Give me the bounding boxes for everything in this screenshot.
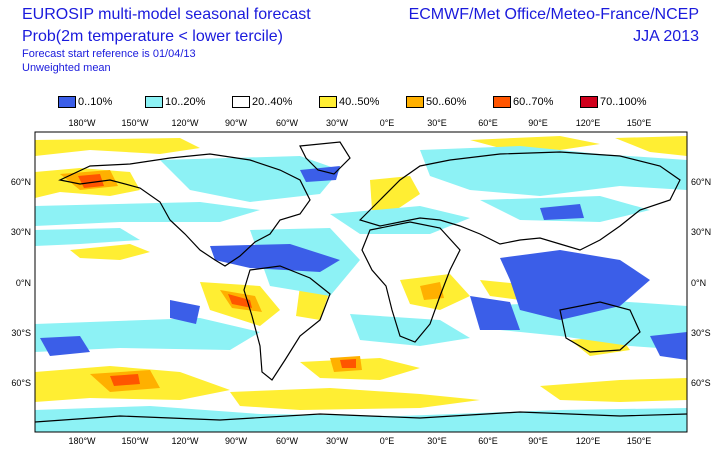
lat-label: 60°N: [691, 177, 711, 187]
legend-item: 60..70%: [493, 95, 553, 109]
field-60-70: [78, 174, 104, 188]
lon-label: 60°W: [276, 118, 299, 128]
forecast-start-reference: Forecast start reference is 01/04/13: [22, 48, 196, 60]
lon-label: 90°E: [528, 436, 548, 446]
lon-label: 90°W: [225, 436, 248, 446]
forecast-season: JJA 2013: [633, 28, 699, 45]
lon-label: 0°E: [380, 436, 395, 446]
field-10-20: [350, 314, 470, 346]
legend-label: 50..60%: [426, 96, 467, 108]
legend-swatch: [58, 96, 76, 108]
lat-label: 30°N: [11, 227, 31, 237]
map-frame: [34, 131, 688, 433]
field-40-50: [470, 136, 600, 150]
field-10-20: [35, 318, 260, 352]
antarctica-coast: [35, 411, 687, 423]
map-title: EUROSIP multi-model seasonal forecast: [22, 6, 311, 23]
field-40-50: [230, 388, 480, 410]
field-0-10: [170, 300, 200, 324]
legend-item: 10..20%: [145, 95, 205, 109]
legend-swatch: [145, 96, 163, 108]
lon-label: 150°E: [627, 436, 652, 446]
probability-fields: [35, 136, 687, 432]
lon-label: 30°W: [326, 436, 349, 446]
probability-map: 180°W 150°W 120°W 90°W 60°W 30°W 0°E 30°…: [11, 118, 711, 446]
field-10-20: [35, 228, 140, 246]
averaging-method: Unweighted mean: [22, 62, 111, 74]
field-40-50: [35, 138, 200, 156]
field-0-10: [470, 296, 520, 330]
lat-label: 0°N: [16, 278, 31, 288]
legend-item: 40..50%: [319, 95, 379, 109]
lon-label: 150°W: [121, 436, 149, 446]
field-60-70: [228, 294, 252, 308]
lat-label: 60°N: [11, 177, 31, 187]
legend-swatch: [232, 96, 250, 108]
field-0-10: [540, 204, 584, 220]
field-50-60: [420, 282, 444, 300]
lon-label: 120°W: [171, 436, 199, 446]
field-40-50: [615, 136, 687, 156]
lon-label: 90°E: [528, 118, 548, 128]
field-10-20: [160, 156, 340, 202]
field-40-50: [540, 378, 687, 402]
lon-label: 30°E: [427, 436, 447, 446]
field-40-50: [370, 176, 420, 214]
lon-label: 180°W: [68, 118, 96, 128]
lat-label: 30°S: [11, 328, 31, 338]
legend-item: 70..100%: [580, 95, 646, 109]
field-0-10: [650, 332, 687, 360]
field-0-10: [500, 250, 650, 320]
legend-swatch: [406, 96, 424, 108]
field-40-50: [70, 244, 150, 260]
field-10-20: [35, 202, 260, 226]
lon-label: 60°E: [478, 118, 498, 128]
legend-swatch: [319, 96, 337, 108]
africa-coast: [361, 221, 461, 343]
lat-label: 60°S: [11, 378, 31, 388]
north-america-coast: [58, 153, 311, 267]
lon-label: 30°W: [326, 118, 349, 128]
legend-label: 0..10%: [78, 96, 113, 108]
field-60-70: [110, 374, 140, 386]
lon-label: 90°W: [225, 118, 248, 128]
eurasia-coast: [358, 151, 681, 251]
field-0-10: [40, 336, 90, 356]
lat-label: 60°S: [691, 378, 711, 388]
forecast-centres: ECMWF/Met Office/Meteo-France/NCEP: [408, 6, 699, 23]
field-0-10: [210, 244, 340, 272]
australia-coast: [559, 301, 641, 353]
legend-swatch: [493, 96, 511, 108]
legend-label: 70..100%: [600, 96, 647, 108]
legend-item: 50..60%: [406, 95, 466, 109]
field-0-10: [300, 166, 340, 182]
south-america-coast: [243, 265, 331, 381]
lon-label: 0°E: [380, 118, 395, 128]
lat-label: 0°N: [691, 278, 706, 288]
lon-label: 30°E: [427, 118, 447, 128]
greenland-coast: [299, 141, 351, 175]
legend-item: 0..10%: [58, 95, 112, 109]
legend-item: 20..40%: [232, 95, 292, 109]
legend-label: 20..40%: [252, 96, 293, 108]
legend-label: 60..70%: [513, 96, 554, 108]
field-10-20: [420, 146, 687, 196]
coastlines: [35, 141, 687, 423]
lon-label: 60°W: [276, 436, 299, 446]
lon-label: 150°W: [121, 118, 149, 128]
lat-label: 30°S: [691, 328, 711, 338]
map-subtitle: Prob(2m temperature < lower tercile): [22, 28, 283, 45]
lon-label: 150°E: [627, 118, 652, 128]
legend-label: 10..20%: [165, 96, 206, 108]
lon-label: 120°E: [576, 436, 601, 446]
field-60-70: [340, 359, 356, 368]
lon-label: 120°E: [576, 118, 601, 128]
legend-swatch: [580, 96, 598, 108]
lon-label: 120°W: [171, 118, 199, 128]
lon-label: 60°E: [478, 436, 498, 446]
legend-label: 40..50%: [339, 96, 380, 108]
lon-label: 180°W: [68, 436, 96, 446]
lat-label: 30°N: [691, 227, 711, 237]
